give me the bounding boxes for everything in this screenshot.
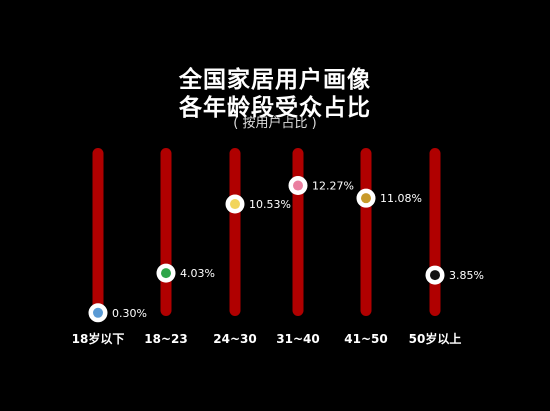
marker-dot-4 bbox=[361, 193, 371, 204]
bar-track-0 bbox=[92, 148, 104, 316]
value-label-3: 12.27% bbox=[312, 180, 354, 193]
category-label-1: 18~23 bbox=[144, 332, 187, 346]
bar-track-5 bbox=[429, 148, 441, 316]
bar-track-3 bbox=[292, 148, 304, 316]
value-label-5: 3.85% bbox=[449, 269, 484, 282]
category-label-5: 50岁以上 bbox=[409, 331, 462, 346]
category-label-2: 24~30 bbox=[213, 332, 256, 346]
marker-dot-3 bbox=[293, 180, 303, 191]
bar-track-1 bbox=[160, 148, 172, 316]
chart-subtitle: ( 按用户占比 ) bbox=[233, 116, 317, 131]
chart-title-line-2: 各年龄段受众占比 bbox=[179, 95, 371, 121]
marker-dot-5 bbox=[430, 270, 440, 281]
bar-track-2 bbox=[229, 148, 241, 316]
value-label-4: 11.08% bbox=[380, 192, 422, 205]
marker-dot-2 bbox=[230, 199, 240, 210]
value-label-1: 4.03% bbox=[180, 267, 215, 280]
chart-title-line-1: 全国家居用户画像 bbox=[179, 67, 371, 93]
category-label-0: 18岁以下 bbox=[72, 331, 125, 346]
category-label-3: 31~40 bbox=[276, 332, 319, 346]
value-label-0: 0.30% bbox=[112, 307, 147, 320]
category-label-4: 41~50 bbox=[344, 332, 387, 346]
marker-dot-0 bbox=[93, 307, 103, 318]
value-label-2: 10.53% bbox=[249, 198, 291, 211]
marker-dot-1 bbox=[161, 268, 171, 279]
bar-track-4 bbox=[360, 148, 372, 316]
